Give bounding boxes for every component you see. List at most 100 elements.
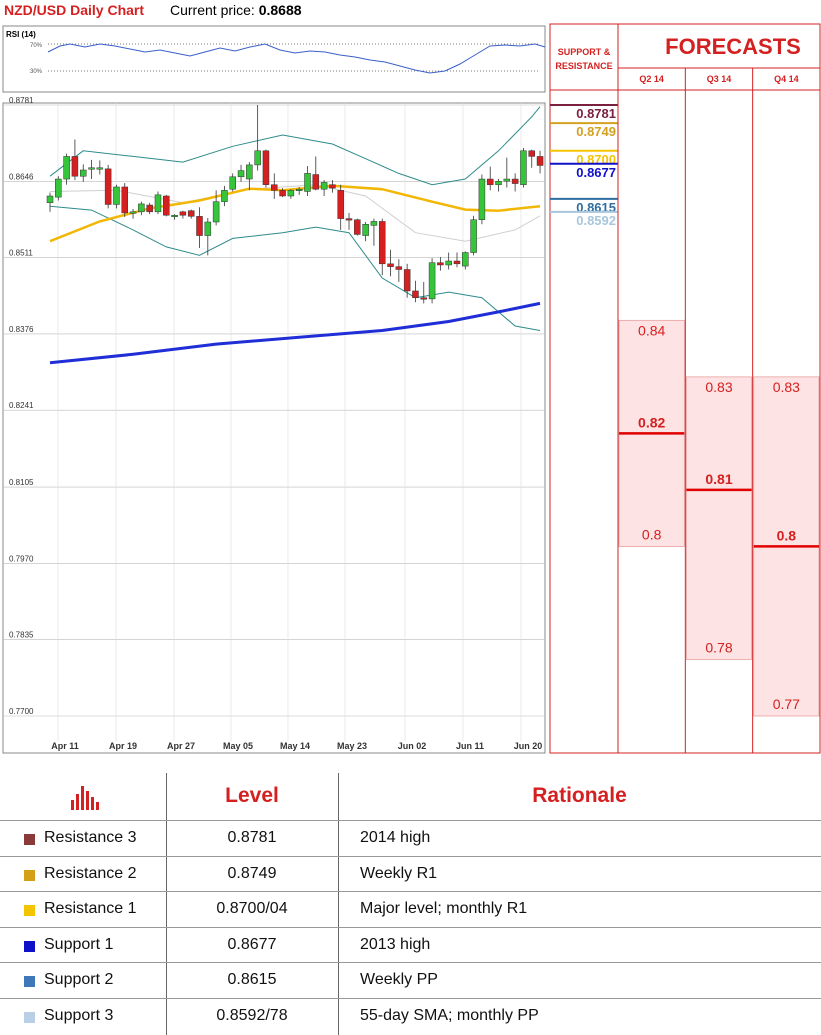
sr-level-label: 0.8749: [576, 124, 616, 139]
candle-body: [312, 174, 320, 190]
level-rationale: Weekly PP: [360, 971, 438, 989]
sma-200-line: [49, 301, 541, 365]
candle-body: [445, 260, 452, 266]
table-row: Resistance 1 0.8700/04 Major level; monthl…: [0, 891, 821, 928]
candle-body: [79, 169, 87, 177]
candle-body: [329, 184, 336, 189]
forecast-high-label: 0.84: [638, 322, 665, 338]
y-tick-label: 0.8241: [9, 401, 34, 410]
candle-body: [187, 210, 195, 217]
bar-chart-icon: [71, 786, 99, 810]
candle-body: [486, 178, 494, 185]
candle-body: [179, 211, 187, 216]
candle-body: [320, 182, 328, 190]
price-panel: [2, 102, 546, 754]
table-header-level: Level: [225, 784, 279, 807]
candle-body: [146, 204, 153, 213]
x-tick-label: Apr 27: [167, 741, 195, 751]
level-value: 0.8700/04: [216, 900, 288, 918]
table-row: Support 2 0.8615 Weekly PP: [0, 962, 821, 999]
level-value: 0.8749: [227, 864, 277, 882]
table-header-rationale: Rationale: [532, 784, 627, 807]
level-rationale: Major level; monthly R1: [360, 900, 528, 918]
level-color-swatch: [24, 976, 35, 988]
table-column-separator: [338, 773, 339, 1035]
candle-body: [138, 203, 145, 213]
candle-body: [163, 195, 170, 216]
level-color-swatch: [24, 869, 35, 881]
level-color-swatch: [24, 905, 35, 917]
candle-body: [503, 178, 511, 182]
forecast-col-label: Q2 14: [639, 74, 664, 84]
level-name: Support 1: [44, 935, 114, 953]
rsi-line: [47, 43, 546, 74]
candle-body: [337, 190, 344, 219]
candle-body: [437, 262, 444, 266]
table-row: Support 3 0.8592/78 55-day SMA; monthly PP: [0, 998, 821, 1035]
forecast-high-label: 0.83: [705, 379, 732, 395]
level-rationale: 2014 high: [360, 829, 431, 846]
candle-body: [412, 290, 419, 298]
level-color-swatch: [24, 940, 35, 952]
rsi-panel: [2, 25, 546, 93]
sr-level-label: 0.8781: [576, 106, 616, 121]
y-tick-label: 0.7970: [9, 554, 34, 563]
y-tick-label: 0.8781: [9, 96, 34, 105]
candle-body: [246, 164, 253, 180]
level-value: 0.8615: [227, 971, 277, 989]
x-tick-label: Jun 02: [398, 741, 427, 751]
x-tick-label: May 14: [280, 741, 310, 751]
level-rationale: Weekly R1: [360, 864, 438, 882]
candle-body: [378, 221, 386, 265]
chart-title: NZD/USD Daily Chart: [4, 2, 145, 18]
candle-body: [528, 150, 535, 157]
price-label: Current price:: [170, 2, 255, 18]
candle-body: [462, 252, 469, 267]
forecast-col-label: Q4 14: [774, 74, 799, 84]
x-tick-label: Jun 20: [514, 741, 543, 751]
candle-body: [96, 167, 104, 170]
x-tick-label: May 23: [337, 741, 367, 751]
candle-body: [212, 201, 220, 223]
candle-body: [71, 156, 79, 177]
candle-body: [354, 219, 361, 235]
forecast-low-label: 0.8: [642, 526, 662, 542]
candle-body: [453, 260, 461, 265]
sr-level-label: 0.8592: [576, 213, 616, 228]
candle-body: [520, 150, 527, 185]
bollinger-upper-line: [49, 106, 541, 186]
forecast-col-label: Q3 14: [707, 74, 732, 84]
candle-body: [428, 262, 436, 300]
y-tick-label: 0.8105: [9, 478, 34, 487]
candle-body: [121, 186, 129, 214]
y-tick-label: 0.8376: [9, 325, 34, 334]
candle-body: [154, 194, 162, 213]
rsi-lower-label: 30%: [30, 69, 43, 75]
x-tick-label: May 05: [223, 741, 253, 751]
candle-body: [511, 178, 519, 184]
candle-body: [63, 156, 70, 180]
sr-title-line2: RESISTANCE: [555, 61, 612, 71]
forecast-high-label: 0.83: [773, 379, 800, 395]
candle-body: [345, 218, 353, 221]
candle-body: [204, 221, 212, 236]
forecast-low-label: 0.77: [773, 696, 800, 712]
level-name: Resistance 1: [44, 900, 137, 918]
sr-title-line1: SUPPORT &: [558, 47, 611, 57]
candle-body: [46, 195, 54, 204]
y-tick-label: 0.8511: [9, 249, 33, 258]
candle-body: [387, 263, 394, 267]
sr-panel: [549, 23, 619, 754]
price-value: 0.8688: [258, 2, 302, 18]
candle-body: [88, 167, 95, 170]
level-rationale: 2013 high: [360, 935, 431, 953]
candle-body: [171, 214, 178, 217]
bollinger-lower-line: [49, 205, 541, 331]
level-name: Resistance 3: [44, 829, 137, 846]
forecast-range-box: [685, 376, 753, 660]
rsi-label: RSI (14): [6, 30, 36, 39]
y-tick-label: 0.7835: [9, 631, 34, 640]
forecast-low-label: 0.78: [705, 639, 732, 655]
candle-body: [279, 190, 286, 197]
level-name: Support 3: [44, 1007, 114, 1024]
